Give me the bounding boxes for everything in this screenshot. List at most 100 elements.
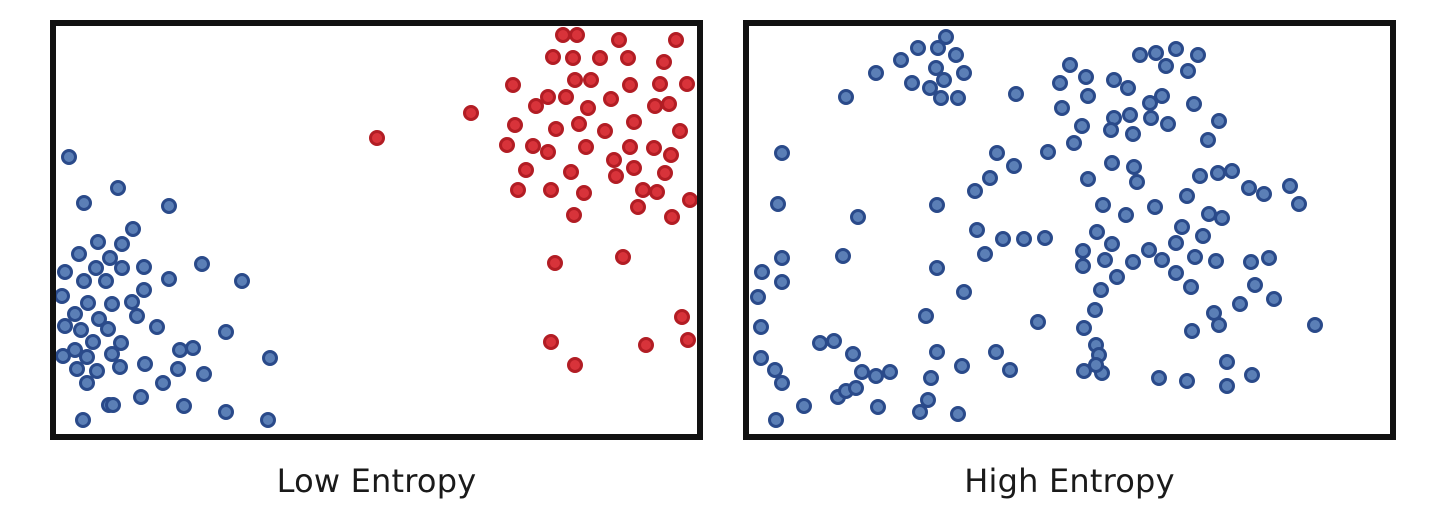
high-entropy-canvas [743, 20, 1396, 440]
blue-particle [1078, 69, 1094, 85]
blue-particle [1168, 41, 1184, 57]
blue-particle [1184, 323, 1200, 339]
blue-particle [1174, 219, 1190, 235]
blue-particle [956, 65, 972, 81]
blue-particle [854, 364, 870, 380]
blue-particle [910, 40, 926, 56]
red-particle [567, 357, 583, 373]
red-particle [649, 184, 665, 200]
blue-particle [1076, 320, 1092, 336]
red-particle [507, 117, 523, 133]
blue-particle [1143, 110, 1159, 126]
blue-particle [904, 75, 920, 91]
blue-particle [969, 222, 985, 238]
blue-particle [1154, 252, 1170, 268]
blue-particle [1109, 269, 1125, 285]
blue-particle [129, 308, 145, 324]
blue-particle [71, 246, 87, 262]
blue-particle [929, 344, 945, 360]
blue-particle [928, 60, 944, 76]
blue-particle [105, 397, 121, 413]
blue-particle [948, 47, 964, 63]
blue-particle [262, 350, 278, 366]
blue-particle [1232, 296, 1248, 312]
blue-particle [835, 248, 851, 264]
blue-particle [113, 335, 129, 351]
red-particle [569, 27, 585, 43]
red-particle [369, 130, 385, 146]
blue-particle [155, 375, 171, 391]
blue-particle [1183, 279, 1199, 295]
blue-particle [1160, 116, 1176, 132]
red-particle [635, 182, 651, 198]
panel-frame [50, 20, 703, 440]
blue-particle [1307, 317, 1323, 333]
blue-particle [1002, 362, 1018, 378]
red-particle [583, 72, 599, 88]
red-particle [558, 89, 574, 105]
blue-particle [136, 282, 152, 298]
blue-particle [1244, 367, 1260, 383]
blue-particle [1103, 122, 1119, 138]
blue-particle [912, 404, 928, 420]
red-particle [682, 192, 698, 208]
blue-particle [176, 398, 192, 414]
red-particle [592, 50, 608, 66]
red-particle [510, 182, 526, 198]
blue-particle [920, 392, 936, 408]
red-particle [543, 182, 559, 198]
low-entropy-caption: Low Entropy [276, 462, 477, 500]
particles-group [54, 27, 698, 428]
blue-particle [1126, 159, 1142, 175]
blue-particle [1093, 282, 1109, 298]
blue-particle [750, 289, 766, 305]
red-particle [540, 89, 556, 105]
blue-particle [1120, 80, 1136, 96]
red-particle [622, 77, 638, 93]
blue-particle [104, 296, 120, 312]
blue-particle [1168, 265, 1184, 281]
blue-particle [125, 221, 141, 237]
red-particle [656, 54, 672, 70]
high-entropy-panel [743, 20, 1396, 440]
blue-particle [767, 362, 783, 378]
blue-particle [774, 274, 790, 290]
blue-particle [185, 340, 201, 356]
blue-particle [922, 80, 938, 96]
low-entropy-panel [50, 20, 703, 440]
blue-particle [136, 259, 152, 275]
red-particle [518, 162, 534, 178]
red-particle [580, 100, 596, 116]
blue-particle [1211, 113, 1227, 129]
blue-particle [98, 273, 114, 289]
blue-particle [1062, 57, 1078, 73]
red-particle [664, 209, 680, 225]
blue-particle [1075, 243, 1091, 259]
blue-particle [218, 324, 234, 340]
blue-particle [73, 322, 89, 338]
blue-particle [1147, 199, 1163, 215]
blue-particle [882, 364, 898, 380]
blue-particle [1148, 45, 1164, 61]
blue-particle [80, 295, 96, 311]
red-particle [674, 309, 690, 325]
blue-particle [1219, 354, 1235, 370]
blue-particle [149, 319, 165, 335]
blue-particle [67, 342, 83, 358]
red-particle [576, 185, 592, 201]
high-entropy-caption: High Entropy [964, 462, 1175, 500]
blue-particle [1192, 168, 1208, 184]
red-particle [646, 140, 662, 156]
blue-particle [1132, 47, 1148, 63]
particles-group [750, 29, 1323, 428]
blue-particle [1080, 88, 1096, 104]
red-particle [647, 98, 663, 114]
blue-particle [75, 412, 91, 428]
blue-particle [218, 404, 234, 420]
blue-particle [1016, 231, 1032, 247]
blue-particle [61, 149, 77, 165]
blue-particle [1087, 302, 1103, 318]
blue-particle [826, 333, 842, 349]
blue-particle [1158, 58, 1174, 74]
blue-particle [1219, 378, 1235, 394]
